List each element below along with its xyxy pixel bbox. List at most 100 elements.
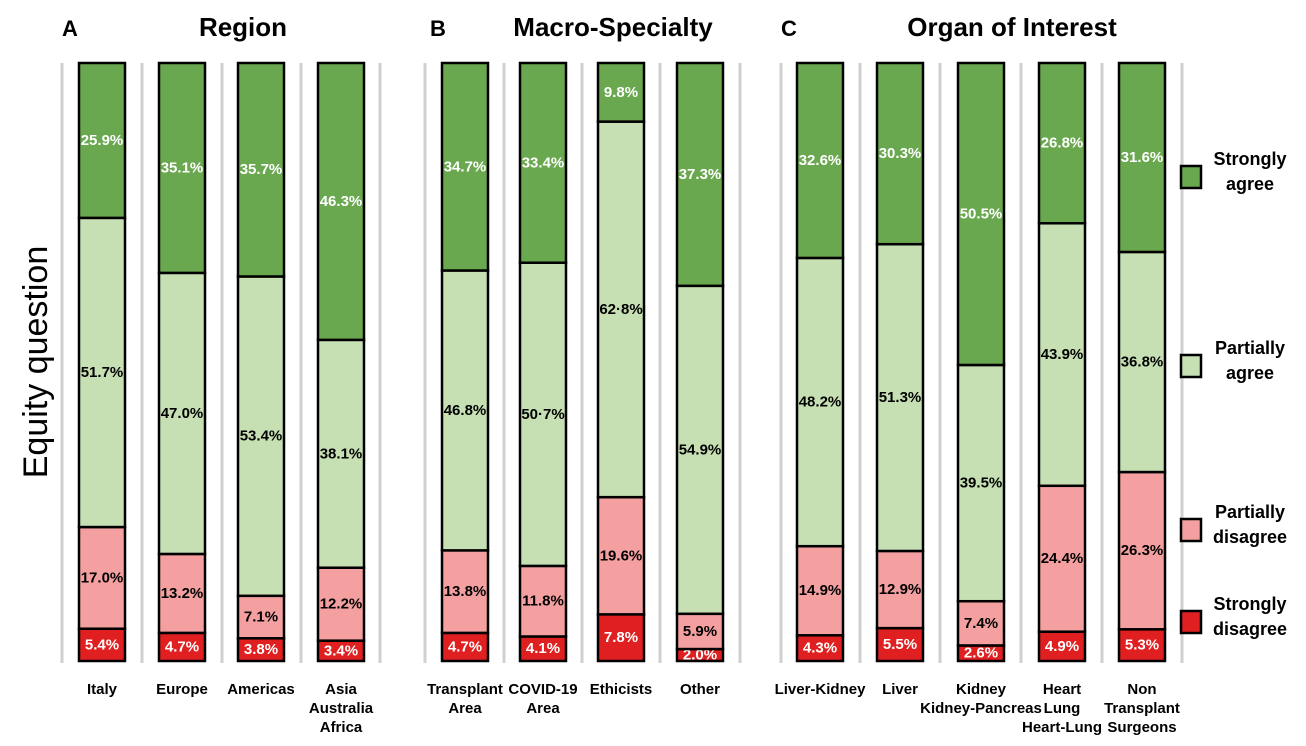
bar-asia-australia-africa: 3.4% 12.2% 38.1% 46.3% Asia Australia Africa <box>309 61 374 736</box>
category-label: Non Transplant Surgeons <box>1104 681 1180 736</box>
bar-segment-partially-disagree <box>795 544 845 637</box>
data-label: 5.3% <box>1125 637 1159 654</box>
category-label: Ethicists <box>590 681 653 698</box>
data-label: 39.5% <box>960 475 1003 492</box>
data-label: 11.8% <box>522 593 564 610</box>
panel-a: A Region 5.4% 17.0% 51.7% 25.9% Italy 4.7% 13.2%… <box>60 12 382 736</box>
data-label: 38.1% <box>320 445 363 462</box>
bar-segment-partially-disagree <box>1037 484 1087 633</box>
bar-segment-strongly-agree <box>316 61 366 342</box>
bar-non-transplant-surgeons: 5.3% 26.3% 36.8% 31.6% Non Transplant Surgeons <box>1104 61 1180 736</box>
bar-segment-partially-agree <box>875 242 925 553</box>
data-label: 5.9% <box>683 623 717 640</box>
data-label: 33.4% <box>522 154 565 171</box>
data-label: 43.9% <box>1041 346 1084 363</box>
bar-kidney-kidney-pancreas: 2.6% 7.4% 39.5% 50.5% Kidney Kidney-Pancreas <box>920 61 1042 717</box>
data-label: 4.7% <box>448 638 482 655</box>
panel-b: B Macro-Specialty 4.7% 13.8% 46.8% 34.7% Trans… <box>423 12 742 717</box>
bar-segment-partially-disagree <box>77 525 127 630</box>
data-label: 2.0% <box>683 647 717 664</box>
category-label: Heart Lung Heart-Lung <box>1022 681 1102 736</box>
data-label: 19.6% <box>600 547 643 564</box>
data-label: 4.9% <box>1045 638 1079 655</box>
data-label: 47.0% <box>161 405 204 422</box>
data-label: 46.3% <box>320 193 363 210</box>
category-label: Italy <box>87 681 118 698</box>
data-label: 13.8% <box>444 583 487 600</box>
legend-label: Strongly disagree <box>1213 594 1287 639</box>
bar-segment-strongly-disagree <box>440 631 490 663</box>
data-label: 37.3% <box>679 166 722 183</box>
data-label: 3.8% <box>244 641 278 658</box>
data-label: 9.8% <box>604 84 638 101</box>
bar-segment-strongly-agree <box>1037 61 1087 225</box>
bar-americas: 3.8% 7.1% 53.4% 35.7% Americas <box>227 61 295 698</box>
category-label: Other <box>680 681 720 698</box>
data-label: 2.6% <box>964 645 998 662</box>
category-label: Liver-Kidney <box>775 681 867 698</box>
data-label: 53.4% <box>240 428 283 445</box>
bar-segment-partially-disagree <box>675 612 725 651</box>
legend-label: Partially agree <box>1215 338 1285 383</box>
data-label: 14.9% <box>799 582 842 599</box>
bar-segment-strongly-agree <box>236 61 286 278</box>
bar-segment-partially-agree <box>1117 250 1167 474</box>
data-label: 26.3% <box>1121 542 1164 559</box>
bar-segment-strongly-agree <box>157 61 207 275</box>
data-label: 12.9% <box>879 581 922 598</box>
bar-segment-partially-agree <box>596 120 646 499</box>
bar-segment-strongly-disagree <box>875 626 925 663</box>
bar-segment-partially-agree <box>440 269 490 552</box>
panel-letter-a: A <box>62 16 78 41</box>
bar-transplant-area: 4.7% 13.8% 46.8% 34.7% Transplant Area <box>427 61 503 717</box>
bar-segment-partially-disagree <box>440 549 490 635</box>
y-axis-label: Equity question <box>17 246 55 479</box>
bar-italy: 5.4% 17.0% 51.7% 25.9% Italy <box>77 61 127 698</box>
data-label: 51.7% <box>81 364 124 381</box>
data-label: 4.1% <box>526 640 560 657</box>
data-label: 4.7% <box>165 638 199 655</box>
bar-segment-strongly-agree <box>596 61 646 123</box>
bar-ethicists: 7.8% 19.6% 62·8% 9.8% Ethicists <box>590 61 653 698</box>
bar-segment-partially-agree <box>675 284 725 616</box>
bar-segment-strongly-agree <box>77 61 127 220</box>
data-label: 50.5% <box>960 205 1003 222</box>
legend-label: Strongly agree <box>1213 149 1286 194</box>
data-label: 26.8% <box>1041 135 1084 152</box>
data-label: 62·8% <box>599 301 642 318</box>
bar-segment-partially-agree <box>518 261 568 568</box>
bar-heart-lung-heart-lung: 4.9% 24.4% 43.9% 26.8% Heart Lung Heart-Lung <box>1022 61 1102 736</box>
panel-c: C Organ of Interest 4.3% 14.9% 48.2% 32.6% Liv… <box>775 12 1184 736</box>
data-label: 7.8% <box>604 629 638 646</box>
chart-legend: Strongly agree Partially agree Partially disa… <box>1179 149 1287 639</box>
panel-title-region: Region <box>199 12 287 42</box>
bar-liver: 5.5% 12.9% 51.3% 30.3% Liver <box>875 61 925 698</box>
bar-segment-strongly-agree <box>875 61 925 246</box>
data-label: 46.8% <box>444 402 487 419</box>
category-label: Americas <box>227 681 295 698</box>
data-label: 7.4% <box>964 615 998 632</box>
panel-title-macro-specialty: Macro-Specialty <box>513 12 713 42</box>
category-label: COVID-19 Area <box>508 681 577 717</box>
bar-segment-partially-disagree <box>316 566 366 642</box>
category-label: Transplant Area <box>427 681 503 717</box>
data-label: 24.4% <box>1041 550 1084 567</box>
data-label: 5.4% <box>85 636 119 653</box>
bar-segment-partially-agree <box>795 256 845 548</box>
legend-label: Partially disagree <box>1213 502 1287 547</box>
data-label: 7.1% <box>244 609 278 626</box>
data-label: 25.9% <box>81 132 124 149</box>
data-label: 5.5% <box>883 636 917 653</box>
category-label: Asia Australia Africa <box>309 681 374 736</box>
legend-item-partially-agree: Partially agree <box>1179 338 1285 383</box>
data-label: 48.2% <box>799 394 842 411</box>
data-label: 51.3% <box>879 389 922 406</box>
data-label: 32.6% <box>799 152 842 169</box>
bar-segment-strongly-agree <box>440 61 490 272</box>
bar-segment-strongly-agree <box>518 61 568 264</box>
data-label: 13.2% <box>161 585 204 602</box>
data-label: 3.4% <box>324 642 358 659</box>
bar-europe: 4.7% 13.2% 47.0% 35.1% Europe <box>156 61 208 698</box>
bar-segment-partially-agree <box>316 338 366 569</box>
